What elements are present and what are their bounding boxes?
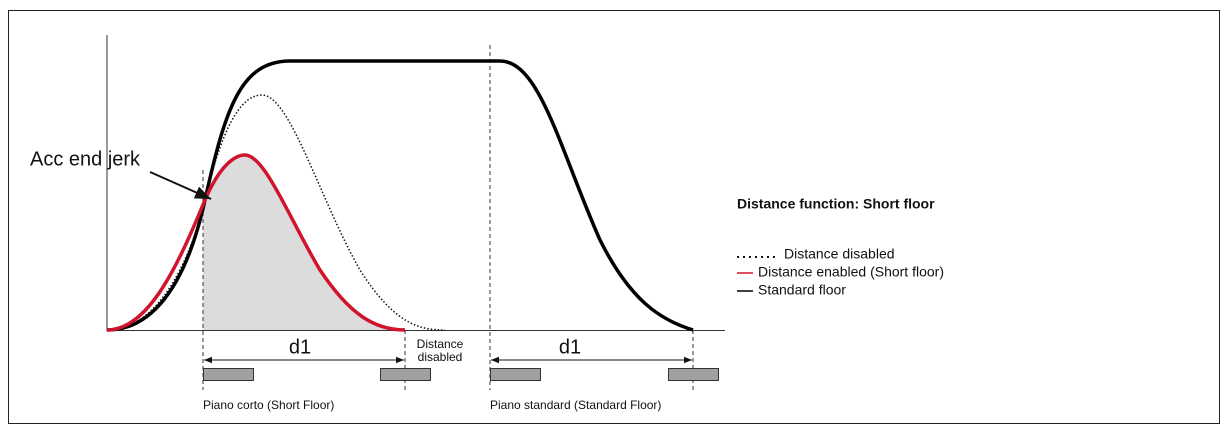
- annotation: Acc end jerk: [30, 148, 141, 170]
- short-curve: [106, 153, 406, 332]
- legend-item: Distance disabled: [784, 246, 895, 262]
- standard-curve: [106, 59, 694, 332]
- annotation-arrow: [149, 171, 212, 200]
- floor-label: Piano standard (Standard Floor): [490, 398, 661, 412]
- distance-label: d1: [289, 336, 311, 358]
- floor-label: Piano corto (Short Floor): [203, 398, 334, 412]
- disabled-note: Distance: [417, 337, 464, 351]
- distance-label: d1: [559, 336, 581, 358]
- legend-item: Standard floor: [758, 282, 846, 298]
- floor-blocks: [203, 368, 719, 381]
- disabled-note: disabled: [418, 350, 463, 364]
- frame: [8, 10, 1220, 424]
- legend-item: Distance enabled (Short floor): [758, 264, 944, 280]
- legend-title: Distance function: Short floor: [737, 196, 935, 212]
- disabled-curve: [106, 94, 446, 331]
